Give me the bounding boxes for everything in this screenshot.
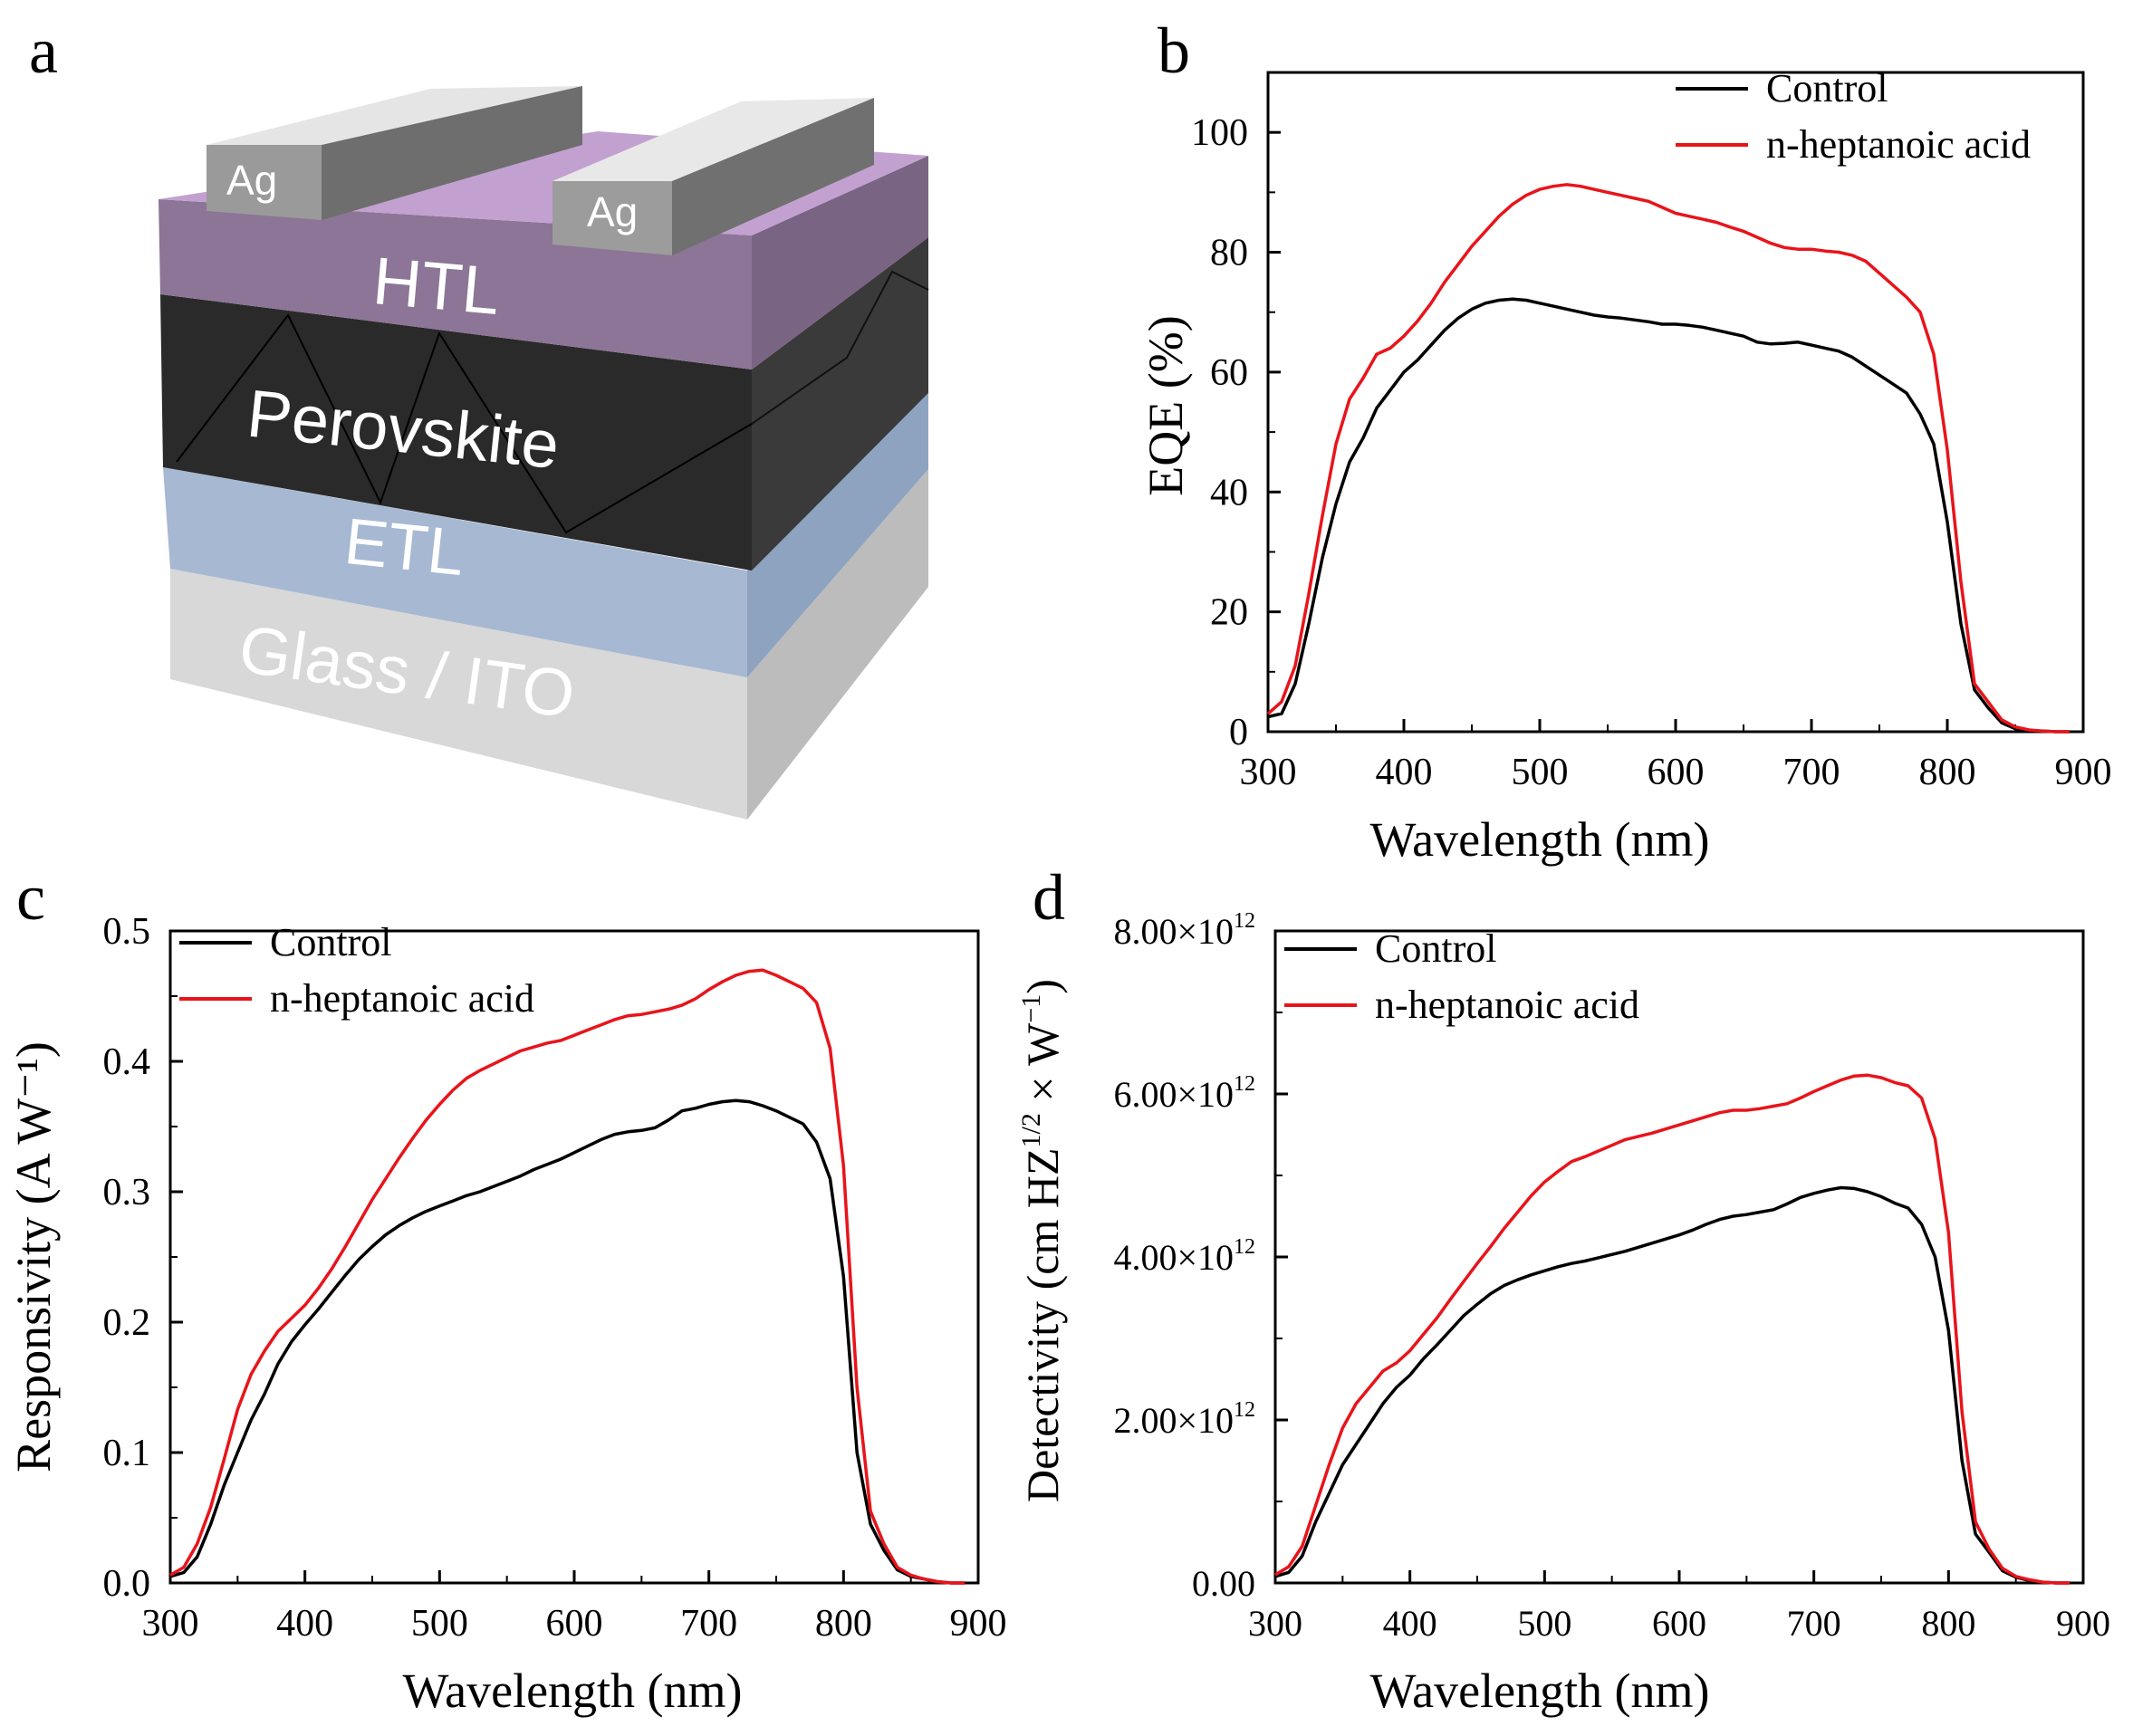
detectivity-ytick-label-exponent: 12 xyxy=(1234,1235,1255,1259)
eqe-axes-frame xyxy=(1266,71,2085,734)
eqe-xtick-label: 400 xyxy=(1376,752,1433,793)
eqe-ytick-label: 20 xyxy=(1210,592,1248,634)
detectivity-ytick-label-base: 8.00×10 xyxy=(1113,911,1234,952)
detectivity-ylabel: Detectivity (cm HZ1/2 × W−1) xyxy=(1016,979,1068,1502)
eqe-legend-label: n-heptanoic acid xyxy=(1766,122,2031,167)
ag-label-left: Ag xyxy=(226,157,277,204)
responsivity-xtick-label: 700 xyxy=(680,1603,737,1645)
detectivity-ylabel-sup1: 1/2 xyxy=(1016,1113,1046,1147)
perovskite-front xyxy=(160,294,752,571)
detectivity-ytick-label: 8.00×1012 xyxy=(1113,909,1255,952)
ag-electrode-left xyxy=(207,86,582,220)
chart-responsivity: c 300 400 500 600 700 800 900 0.0 0.1 0.2 0.3 0.4 0.… xyxy=(6,861,1007,1718)
panel-label-a: a xyxy=(29,14,58,87)
eqe-ylabel: EQE (%) xyxy=(1139,315,1193,495)
eqe-xtick-label: 800 xyxy=(1919,752,1976,793)
eqe-xtick-label: 500 xyxy=(1512,752,1569,793)
etl-side xyxy=(747,393,928,677)
substrate-front xyxy=(170,569,747,820)
responsivity-ytick-label: 0.4 xyxy=(103,1041,151,1083)
perovskite-side xyxy=(752,237,928,571)
eqe-xtick-label: 900 xyxy=(2055,752,2112,793)
panel-label-c: c xyxy=(16,861,45,934)
detectivity-xtick-label: 800 xyxy=(1921,1603,1975,1644)
detectivity-ylabel-sup2: −1 xyxy=(1016,994,1046,1023)
responsivity-xtick-label: 800 xyxy=(815,1603,872,1645)
responsivity-series-control xyxy=(169,1098,966,1585)
responsivity-xtick-label: 500 xyxy=(411,1603,468,1645)
eqe-ytick-label: 100 xyxy=(1191,112,1248,154)
responsivity-ytick-label: 0.3 xyxy=(103,1172,151,1213)
eqe-ytick-label: 0 xyxy=(1229,712,1248,753)
responsivity-xtick-label: 900 xyxy=(950,1603,1007,1645)
responsivity-plot-area: 300 400 500 600 700 800 900 0.0 0.1 0.2 0.3 0.4 0.5 C… xyxy=(103,911,1007,1645)
htl-label: HTL xyxy=(370,243,504,329)
eqe-legend-label: Control xyxy=(1766,66,1888,110)
responsivity-ytick-label: 0.0 xyxy=(103,1563,151,1605)
responsivity-axes-frame xyxy=(168,929,980,1585)
detectivity-xtick-label: 500 xyxy=(1517,1603,1571,1644)
responsivity-ytick-label: 0.1 xyxy=(103,1433,151,1474)
detectivity-ylabel-middle: × W xyxy=(1017,1022,1068,1113)
detectivity-ytick-label-base: 6.00×10 xyxy=(1113,1074,1234,1115)
eqe-ytick-label: 80 xyxy=(1210,233,1248,274)
detectivity-ytick-label-exponent: 12 xyxy=(1234,1398,1255,1422)
ag-label-right: Ag xyxy=(587,188,638,235)
detectivity-ylabel-prefix: Detectivity (cm HZ xyxy=(1017,1147,1068,1502)
responsivity-xtick-label: 300 xyxy=(142,1603,199,1645)
detectivity-ytick-label-base: 4.00×10 xyxy=(1113,1237,1234,1278)
ag-electrode-right xyxy=(552,98,874,255)
detectivity-ylabel-suffix: ) xyxy=(1017,979,1068,994)
detectivity-series-control xyxy=(1274,1185,2071,1585)
grain-boundaries-side xyxy=(751,270,929,425)
detectivity-ytick-label-exponent: 12 xyxy=(1234,909,1255,933)
grain-boundaries xyxy=(176,313,753,534)
detectivity-axes-frame xyxy=(1273,929,2085,1585)
eqe-xtick-label: 300 xyxy=(1240,752,1297,793)
detectivity-ytick-label: 4.00×1012 xyxy=(1113,1235,1255,1278)
detectivity-ytick-label: 2.00×1012 xyxy=(1113,1398,1255,1441)
detectivity-legend-label: n-heptanoic acid xyxy=(1375,983,1639,1027)
etl-label: ETL xyxy=(341,505,468,590)
detectivity-ytick-label-exponent: 12 xyxy=(1234,1072,1255,1096)
detectivity-plot-area: 300 400 500 600 700 800 9000.002.00×10124.00×1… xyxy=(1113,909,2110,1644)
eqe-xlabel: Wavelength (nm) xyxy=(1369,812,1709,867)
responsivity-xtick-label: 600 xyxy=(546,1603,603,1645)
substrate-side xyxy=(747,469,928,820)
responsivity-ytick-label: 0.2 xyxy=(103,1302,151,1344)
chart-detectivity: d 300 400 500 600 700 800 9000.002.00×10124.00… xyxy=(1016,861,2110,1718)
detectivity-ytick-label: 0.00 xyxy=(1192,1563,1255,1604)
eqe-ytick-label: 40 xyxy=(1210,472,1248,513)
eqe-series-control xyxy=(1267,297,2070,734)
eqe-xtick-label: 600 xyxy=(1648,752,1705,793)
device-schematic: a Ag Ag HTL Perovskite ETL G xyxy=(29,14,929,820)
eqe-series-heptanoic xyxy=(1266,183,2070,734)
detectivity-xlabel: Wavelength (nm) xyxy=(1369,1664,1709,1718)
responsivity-series-heptanoic xyxy=(169,968,966,1585)
detectivity-xtick-label: 600 xyxy=(1652,1603,1706,1644)
detectivity-legend-label: Control xyxy=(1375,926,1496,971)
eqe-plot-area: 300 400 500 600 700 800 900 0 20 40 60 80 100 Control… xyxy=(1191,66,2112,793)
eqe-ytick-label: 60 xyxy=(1210,352,1248,394)
responsivity-ytick-label: 0.5 xyxy=(103,911,151,953)
detectivity-xtick-label: 900 xyxy=(2056,1603,2110,1644)
detectivity-series-heptanoic xyxy=(1274,1073,2071,1585)
detectivity-ytick-label: 6.00×1012 xyxy=(1113,1072,1255,1115)
responsivity-xtick-label: 400 xyxy=(276,1603,333,1645)
detectivity-xtick-label: 400 xyxy=(1383,1603,1437,1644)
detectivity-ytick-label-base: 2.00×10 xyxy=(1113,1400,1234,1441)
eqe-xtick-label: 700 xyxy=(1783,752,1840,793)
responsivity-legend-label: Control xyxy=(270,920,391,964)
detectivity-xtick-label: 300 xyxy=(1248,1603,1302,1644)
panel-label-d: d xyxy=(1033,861,1065,934)
chart-eqe: b 300 400 500 600 700 800 900 0 20 40 60 80 100 Contr… xyxy=(1139,14,2112,867)
responsivity-xlabel: Wavelength (nm) xyxy=(402,1664,742,1718)
responsivity-ylabel: Responsivity (A W⁻¹) xyxy=(6,1041,61,1472)
panel-label-b: b xyxy=(1158,14,1190,87)
htl-side xyxy=(752,156,928,369)
detectivity-xtick-label: 700 xyxy=(1787,1603,1841,1644)
etl-front xyxy=(163,467,747,677)
responsivity-legend-label: n-heptanoic acid xyxy=(270,976,534,1021)
